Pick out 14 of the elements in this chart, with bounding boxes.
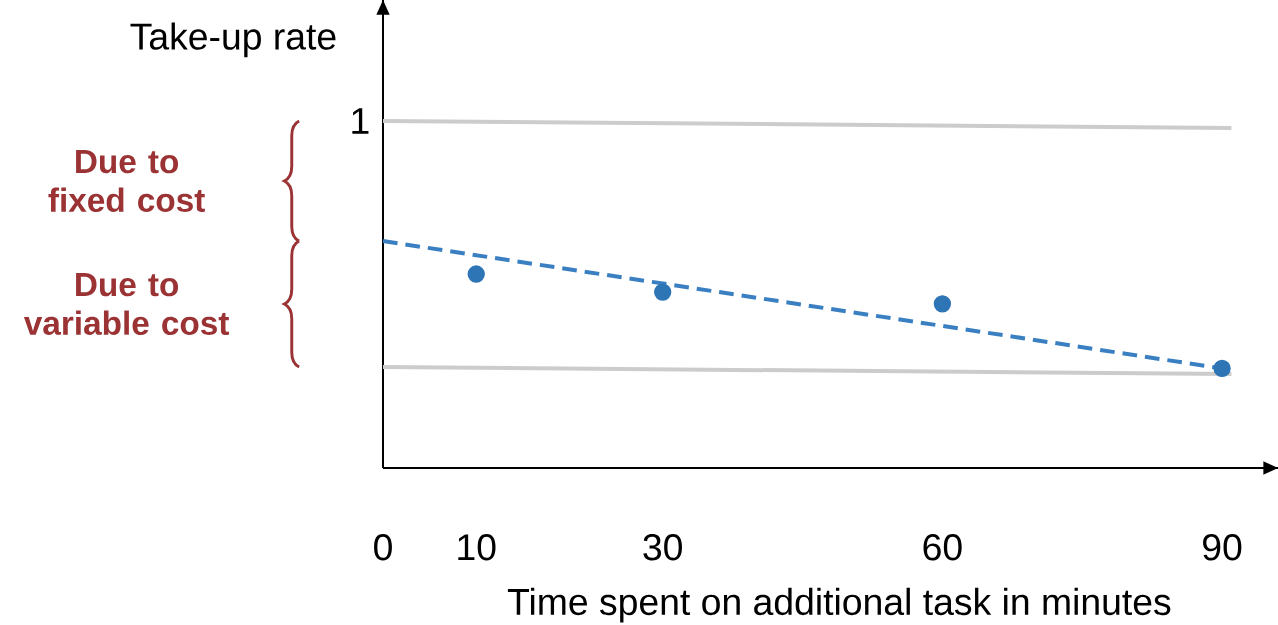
point (1213, 359, 1231, 378)
annotation: 1 (352, 108, 369, 134)
y-axis-title: Take-up rate (130, 22, 336, 58)
x-tick-label: 60 (923, 534, 962, 561)
point (933, 295, 952, 313)
text: Due to fixed cost (48, 150, 205, 212)
x-tick-label: 90 (1203, 534, 1242, 561)
text: Due to variable cost (23, 273, 230, 336)
point (654, 283, 672, 301)
x-tick-label: 30 (643, 534, 682, 561)
x-tick-label: 10 (458, 534, 496, 561)
x-axis-title: Time spent on additional task in minutes (507, 587, 1171, 623)
point (467, 265, 485, 283)
x-tick-label: 0 (374, 534, 392, 561)
